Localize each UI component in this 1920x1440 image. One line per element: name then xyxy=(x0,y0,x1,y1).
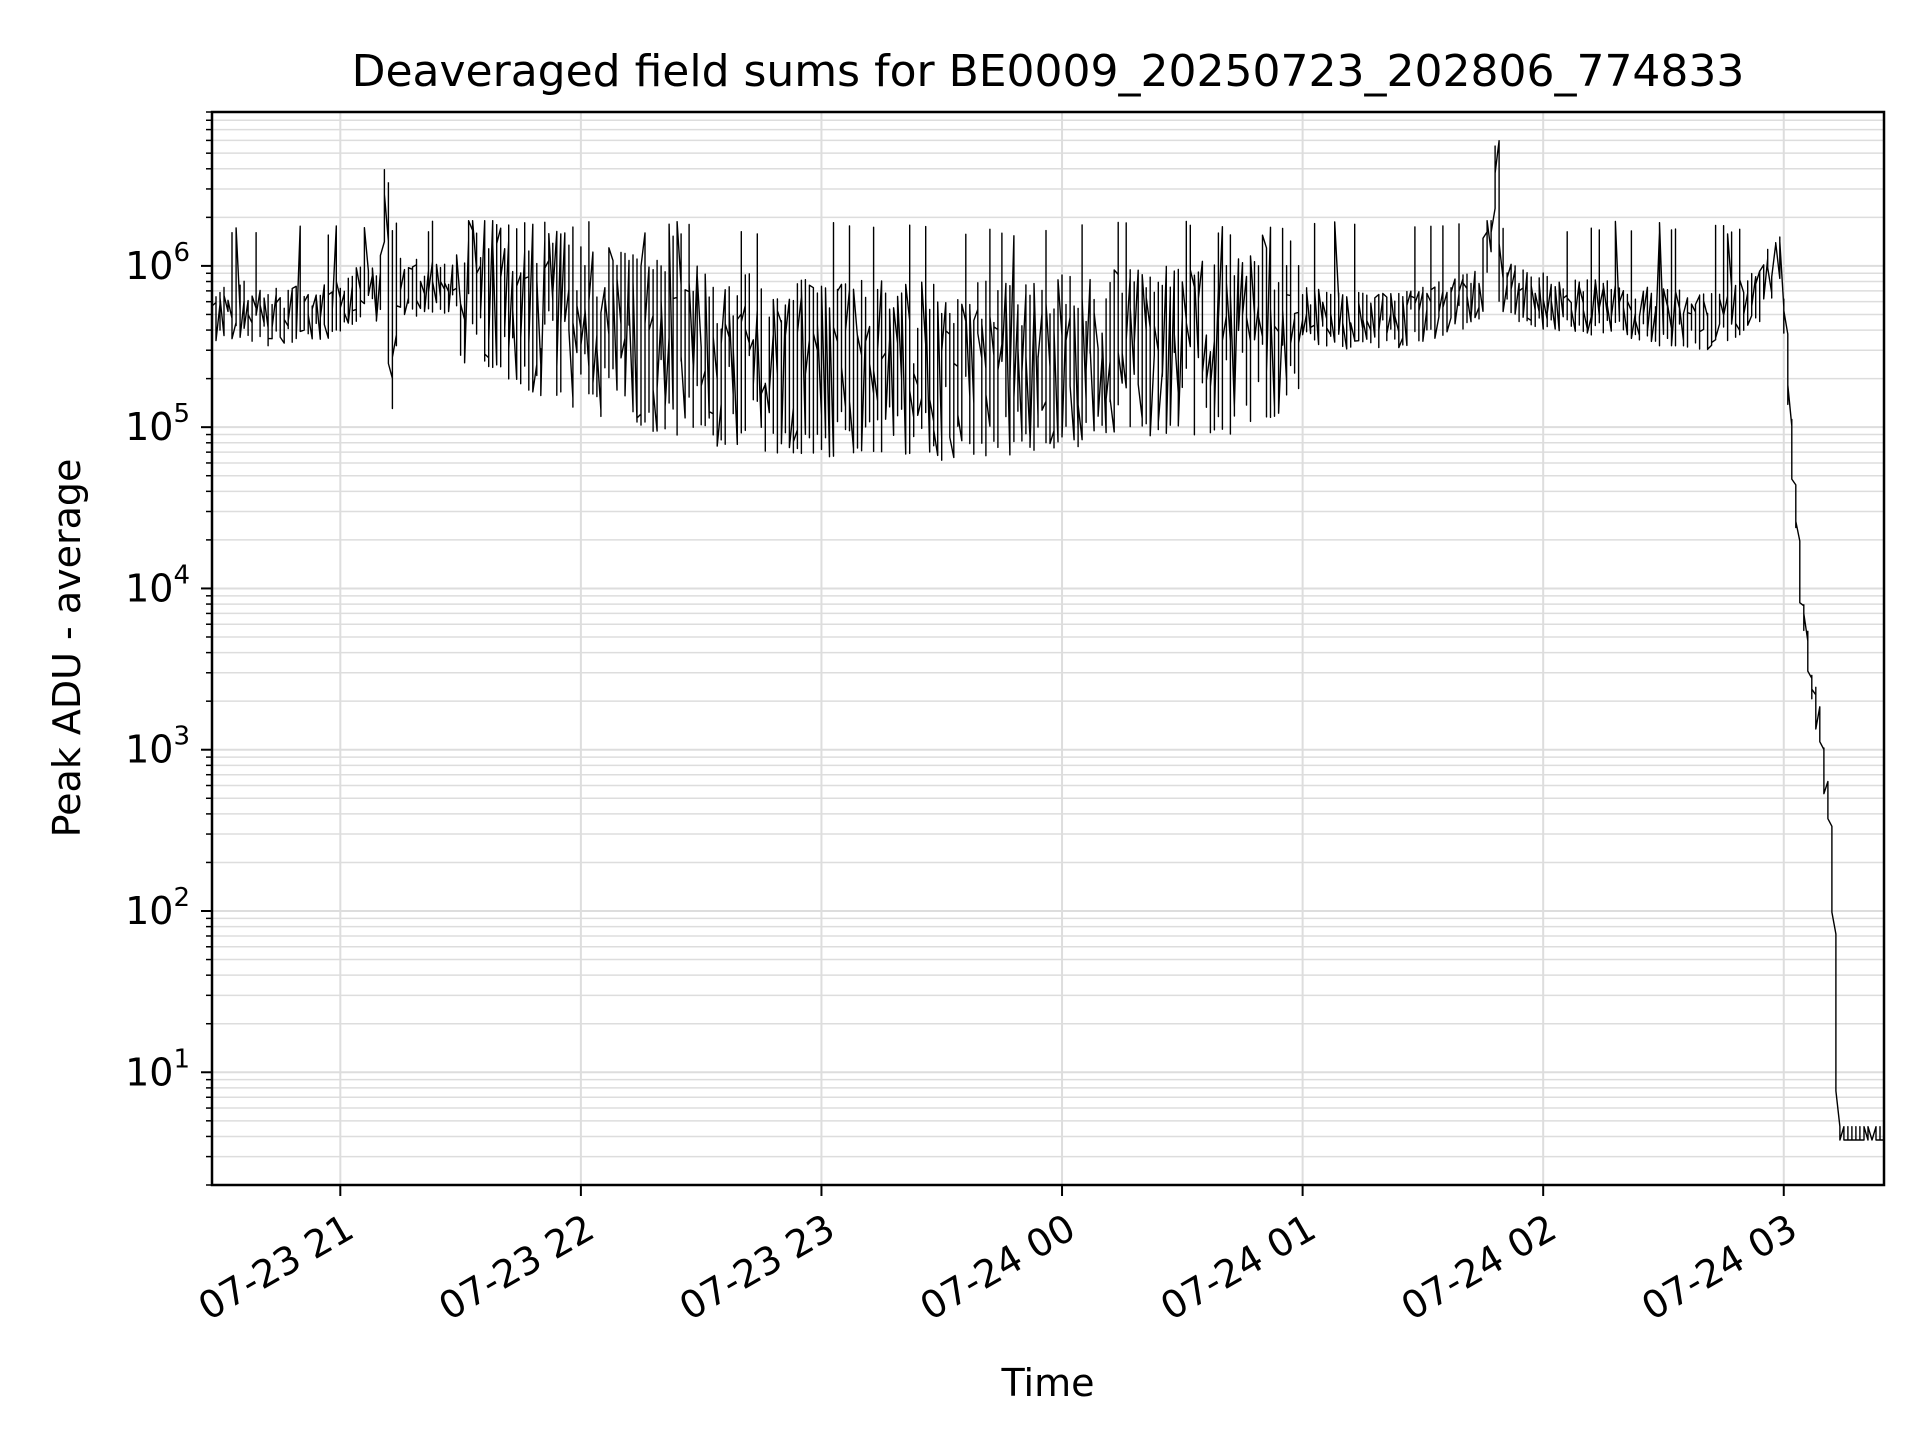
y-axis-label: Peak ADU - average xyxy=(45,459,89,838)
y-tick-label: 103 xyxy=(125,722,190,772)
grid xyxy=(212,111,1884,1186)
chart-title: Deaveraged field sums for BE0009_2025072… xyxy=(352,46,1745,97)
y-tick-label: 105 xyxy=(125,399,190,449)
series-line xyxy=(211,140,1884,1141)
data-layer xyxy=(211,140,1884,1141)
y-tick-label: 102 xyxy=(125,883,190,933)
plot-frame xyxy=(210,110,1886,1187)
y-tick-label: 104 xyxy=(125,560,190,610)
x-axis-label: Time xyxy=(1001,1361,1095,1405)
y-tick-label: 101 xyxy=(125,1044,190,1094)
y-tick-label: 106 xyxy=(125,238,190,288)
